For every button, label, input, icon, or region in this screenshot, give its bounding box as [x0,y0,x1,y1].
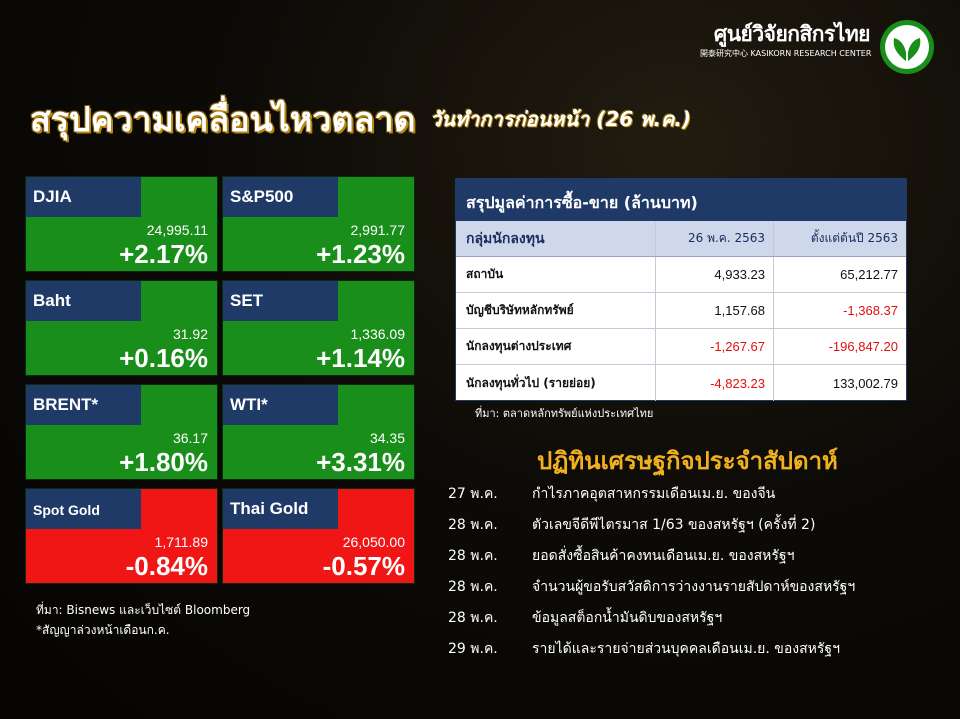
table-row: สถาบัน 4,933.23 65,212.77 [456,257,906,293]
market-name: WTI* [223,385,338,425]
investor-group: บัญชีบริษัทหลักทรัพย์ [466,303,574,317]
market-name: SET [223,281,338,321]
title-main: สรุปความเคลื่อนไหวตลาด [30,100,416,140]
market-source-note: ที่มา: Bisnews และเว็บไซต์ Bloomberg *สั… [36,600,250,640]
market-value: 1,336.09 [350,326,406,342]
market-tile-sp500: S&P500 2,991.77 +1.23% [222,176,415,272]
market-value: 31.92 [172,326,208,342]
economic-calendar: 27 พ.ค. กำไรภาคอุตสาหกรรมเดือนเม.ย. ของจ… [448,484,928,670]
market-name: Thai Gold [223,489,338,529]
ytd-value: 65,212.77 [773,257,906,292]
day-value: -4,823.23 [655,365,773,401]
market-change: +1.23% [316,239,405,269]
calendar-title: ปฏิทินเศรษฐกิจประจำสัปดาห์ [537,447,838,475]
market-tile-set: SET 1,336.09 +1.14% [222,280,415,376]
day-value: -1,267.67 [655,329,773,364]
market-value: 24,995.11 [146,222,208,238]
market-name: S&P500 [223,177,338,217]
market-tile-djia: DJIA 24,995.11 +2.17% [25,176,218,272]
calendar-event: จำนวนผู้ขอรับสวัสดิการว่างงานรายสัปดาห์ข… [532,579,856,595]
calendar-date: 28 พ.ค. [448,579,498,595]
market-name: BRENT* [26,385,141,425]
kasikorn-logo: ศูนย์วิจัยกสิกรไทย 開泰研究中心 KASIKORN RESEA… [700,18,936,78]
day-value: 1,157.68 [655,293,773,328]
market-change: -0.84% [125,551,208,581]
calendar-event: ยอดสั่งซื้อสินค้าคงทนเดือนเม.ย. ของสหรัฐ… [532,548,795,564]
table-source-note: ที่มา: ตลาดหลักทรัพย์แห่งประเทศไทย [475,407,654,420]
calendar-date: 28 พ.ค. [448,548,498,564]
market-change: +0.16% [119,343,208,373]
calendar-date: 29 พ.ค. [448,641,498,657]
calendar-event: ข้อมูลสต็อกน้ำมันดิบของสหรัฐฯ [532,610,723,626]
market-value: 34.35 [369,430,405,446]
calendar-event: กำไรภาคอุตสาหกรรมเดือนเม.ย. ของจีน [532,486,776,502]
table-row: นักลงทุนต่างประเทศ -1,267.67 -196,847.20 [456,329,906,365]
market-change: +1.80% [119,447,208,477]
investor-group: สถาบัน [466,267,504,281]
calendar-item: 29 พ.ค. รายได้และรายจ่ายส่วนบุคคลเดือนเม… [448,639,928,670]
calendar-item: 28 พ.ค. ตัวเลขจีดีพีไตรมาส 1/63 ของสหรัฐ… [448,515,928,546]
calendar-item: 28 พ.ค. ยอดสั่งซื้อสินค้าคงทนเดือนเม.ย. … [448,546,928,577]
market-tile-wti: WTI* 34.35 +3.31% [222,384,415,480]
ytd-value: 133,002.79 [773,365,906,401]
column-header: 26 พ.ค. 2563 [655,221,773,256]
calendar-event: รายได้และรายจ่ายส่วนบุคคลเดือนเม.ย. ของส… [532,641,840,657]
calendar-date: 28 พ.ค. [448,610,498,626]
market-name: DJIA [26,177,141,217]
investor-group: นักลงทุนทั่วไป (รายย่อย) [466,375,596,390]
table-row: บัญชีบริษัทหลักทรัพย์ 1,157.68 -1,368.37 [456,293,906,329]
calendar-item: 27 พ.ค. กำไรภาคอุตสาหกรรมเดือนเม.ย. ของจ… [448,484,928,515]
column-header: กลุ่มนักลงทุน [466,230,545,247]
investor-group: นักลงทุนต่างประเทศ [466,339,572,353]
market-tile-baht: Baht 31.92 +0.16% [25,280,218,376]
logo-name-en: 開泰研究中心 KASIKORN RESEARCH CENTER [700,49,872,58]
market-change: -0.57% [322,551,405,581]
calendar-item: 28 พ.ค. จำนวนผู้ขอรับสวัสดิการว่างงานราย… [448,577,928,608]
column-header: ตั้งแต่ต้นปี 2563 [773,221,906,256]
day-value: 4,933.23 [655,257,773,292]
logo-name-th: ศูนย์วิจัยกสิกรไทย [713,22,871,46]
table-row: นักลงทุนทั่วไป (รายย่อย) -4,823.23 133,0… [456,365,906,401]
calendar-date: 28 พ.ค. [448,517,498,533]
market-change: +3.31% [316,447,405,477]
page-title: สรุปความเคลื่อนไหวตลาด วันทำการก่อนหน้า … [30,92,691,142]
market-name: Spot Gold [26,489,141,529]
table-title: สรุปมูลค่าการซื้อ-ขาย (ล้านบาท) [456,179,906,221]
table-header-row: กลุ่มนักลงทุน 26 พ.ค. 2563 ตั้งแต่ต้นปี … [456,221,906,257]
calendar-item: 28 พ.ค. ข้อมูลสต็อกน้ำมันดิบของสหรัฐฯ [448,608,928,639]
market-value: 1,711.89 [154,534,208,550]
market-source: ที่มา: Bisnews และเว็บไซต์ Bloomberg [36,603,251,617]
market-tile-spot-gold: Spot Gold 1,711.89 -0.84% [25,488,218,584]
kasikorn-leaf-icon [880,20,934,74]
market-change: +2.17% [119,239,208,269]
trading-summary-table: สรุปมูลค่าการซื้อ-ขาย (ล้านบาท) กลุ่มนัก… [455,178,907,401]
calendar-event: ตัวเลขจีดีพีไตรมาส 1/63 ของสหรัฐฯ (ครั้ง… [532,517,816,533]
market-tile-thai-gold: Thai Gold 26,050.00 -0.57% [222,488,415,584]
ytd-value: -196,847.20 [773,329,906,364]
market-change: +1.14% [316,343,405,373]
title-date: วันทำการก่อนหน้า (26 พ.ค.) [429,107,692,131]
market-value: 36.17 [172,430,208,446]
ytd-value: -1,368.37 [773,293,906,328]
market-name: Baht [26,281,141,321]
calendar-date: 27 พ.ค. [448,486,498,502]
market-tile-brent: BRENT* 36.17 +1.80% [25,384,218,480]
market-value: 26,050.00 [342,534,405,550]
market-footnote: *สัญญาล่วงหน้าเดือนก.ค. [36,623,170,637]
logo-text: ศูนย์วิจัยกสิกรไทย 開泰研究中心 KASIKORN RESEA… [700,20,872,60]
market-value: 2,991.77 [350,222,406,238]
